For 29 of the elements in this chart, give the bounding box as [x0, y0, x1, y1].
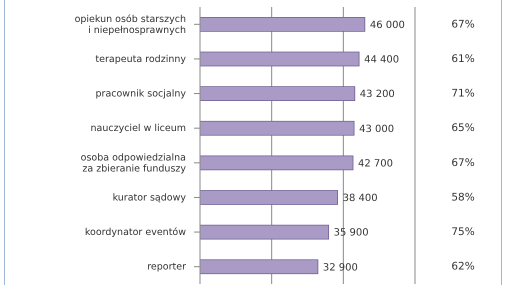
text: 58%	[451, 191, 475, 204]
text: 67%	[451, 156, 475, 169]
bar	[200, 86, 356, 102]
bar	[200, 190, 338, 205]
y-tick-label: terapeuta rodzinny	[95, 53, 186, 64]
y-tick-label: pracownik socjalny	[96, 88, 186, 100]
y-tick-label: kurator sądowy	[112, 192, 186, 203]
text: 75%	[451, 226, 475, 238]
data-label: 46 000	[370, 20, 405, 31]
text: 71%	[451, 88, 475, 100]
bar	[200, 16, 366, 32]
bar	[200, 52, 360, 66]
data-label: 44 400	[364, 54, 400, 66]
bar	[200, 224, 330, 240]
text: 62%	[451, 260, 475, 273]
y-tick-label: opiekun osób starszych i niepełnosprawnych	[74, 13, 186, 36]
text: 67%	[451, 18, 475, 30]
bar	[200, 120, 354, 136]
data-label: 43 000	[359, 124, 394, 135]
text: 61%	[451, 52, 475, 65]
text: 65%	[451, 122, 475, 134]
y-tick-label: koordynator eventów	[84, 226, 186, 238]
y-tick-label: osoba odpowiedzialna za zbieranie funduszy	[80, 152, 186, 174]
y-tick-label: nauczyciel w liceum	[90, 122, 186, 134]
y-tick-label: reporter	[147, 261, 186, 272]
data-label: 42 700	[358, 158, 394, 170]
data-label: 43 200	[360, 89, 395, 100]
bar	[200, 259, 318, 274]
bar	[200, 155, 354, 170]
